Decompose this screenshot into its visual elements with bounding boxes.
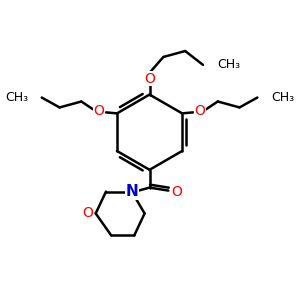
Text: CH₃: CH₃ [5, 91, 28, 104]
Text: CH₃: CH₃ [217, 58, 240, 71]
Text: O: O [171, 184, 182, 199]
Text: N: N [125, 184, 138, 199]
Text: CH₃: CH₃ [271, 91, 294, 104]
Text: O: O [82, 206, 93, 220]
Text: O: O [194, 104, 206, 118]
Text: O: O [144, 72, 155, 86]
Text: O: O [94, 104, 105, 118]
